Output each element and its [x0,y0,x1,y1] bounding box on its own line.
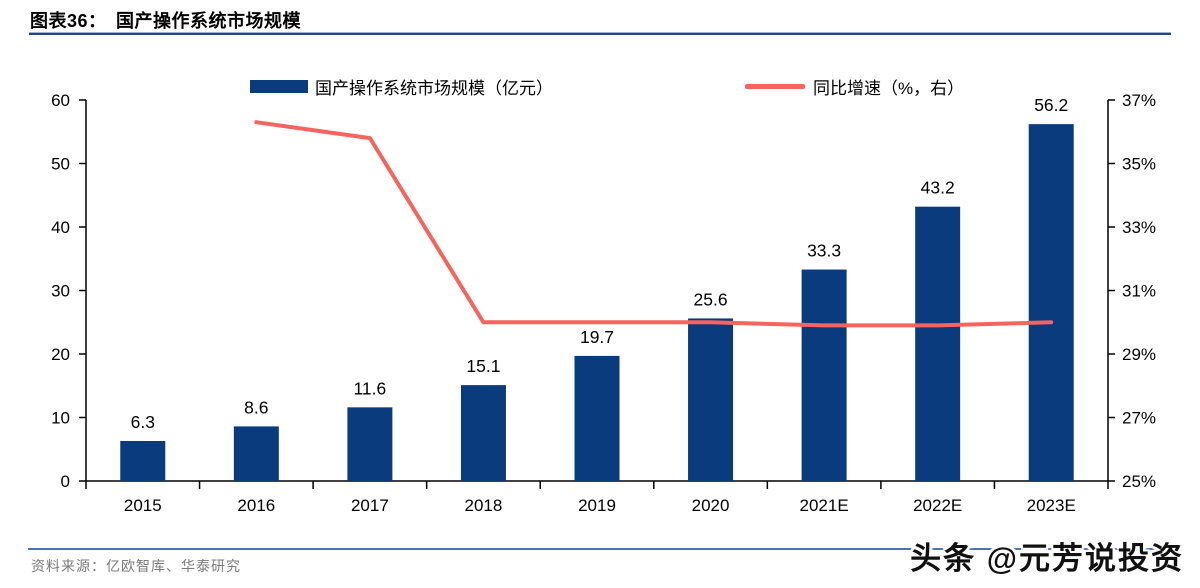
left-axis-tick-label: 0 [61,472,70,491]
bar-value-label: 43.2 [921,178,955,198]
left-axis-tick-label: 40 [51,218,70,237]
bar-2022E [915,206,961,481]
footer-rule [28,548,1172,550]
bar-2019 [574,355,620,481]
bar-2023E [1028,124,1074,481]
right-axis-tick-label: 25% [1122,472,1156,491]
bar-value-label: 19.7 [580,327,614,347]
x-axis-category-label: 2022E [913,496,962,515]
bar-value-label: 8.6 [244,397,268,417]
bar-2016 [233,426,279,481]
bar-value-label: 15.1 [466,356,500,376]
x-axis-category-label: 2023E [1027,496,1076,515]
right-axis-tick-label: 37% [1122,91,1156,110]
right-axis-tick-label: 29% [1122,345,1156,364]
legend-item-market-size: 国产操作系统市场规模（亿元） [250,77,553,98]
x-axis-category-label: 2019 [578,496,616,515]
left-axis-tick-label: 10 [51,409,70,428]
source-note: 资料来源：亿欧智库、华泰研究 [31,558,241,574]
bar-value-label: 11.6 [354,378,387,398]
bar-2020 [688,318,734,481]
bar-2018 [460,385,506,481]
bar-2021E [801,269,847,481]
figure-title: 图表36： 国产操作系统市场规模 [30,11,302,31]
bar-series-swatch [250,79,308,93]
bar-2017 [347,407,393,481]
line-series-label: 同比增速（%，右） [813,78,965,98]
x-axis-category-label: 2016 [237,496,275,515]
legend-item-yoy-growth: 同比增速（%，右） [745,77,964,98]
left-axis-tick-label: 60 [51,91,70,110]
left-axis-tick-label: 30 [51,282,70,301]
yoy-growth-line [254,120,1054,328]
bar-value-label: 56.2 [1034,95,1068,115]
x-axis-category-label: 2017 [351,496,389,515]
bar-series-label: 国产操作系统市场规模（亿元） [315,78,553,98]
line-series-swatch [745,83,805,89]
x-axis-category-label: 2018 [465,496,503,515]
watermark: 头条 @元芳说投资 [910,541,1184,576]
left-axis-tick-label: 20 [51,345,70,364]
right-axis-tick-label: 27% [1122,409,1156,428]
x-axis-category-label: 2015 [124,496,162,515]
bar-value-label: 25.6 [694,289,728,309]
bar-value-label: 6.3 [131,412,155,432]
bar-value-label: 33.3 [807,241,841,261]
x-axis-category-label: 2021E [800,496,849,515]
left-axis-tick-label: 50 [51,155,70,174]
right-axis-tick-label: 33% [1122,218,1156,237]
title-rule [29,32,1171,35]
bar-2015 [120,440,166,481]
x-axis-category-label: 2020 [692,496,730,515]
right-axis-tick-label: 31% [1122,282,1156,301]
right-axis-tick-label: 35% [1122,155,1156,174]
